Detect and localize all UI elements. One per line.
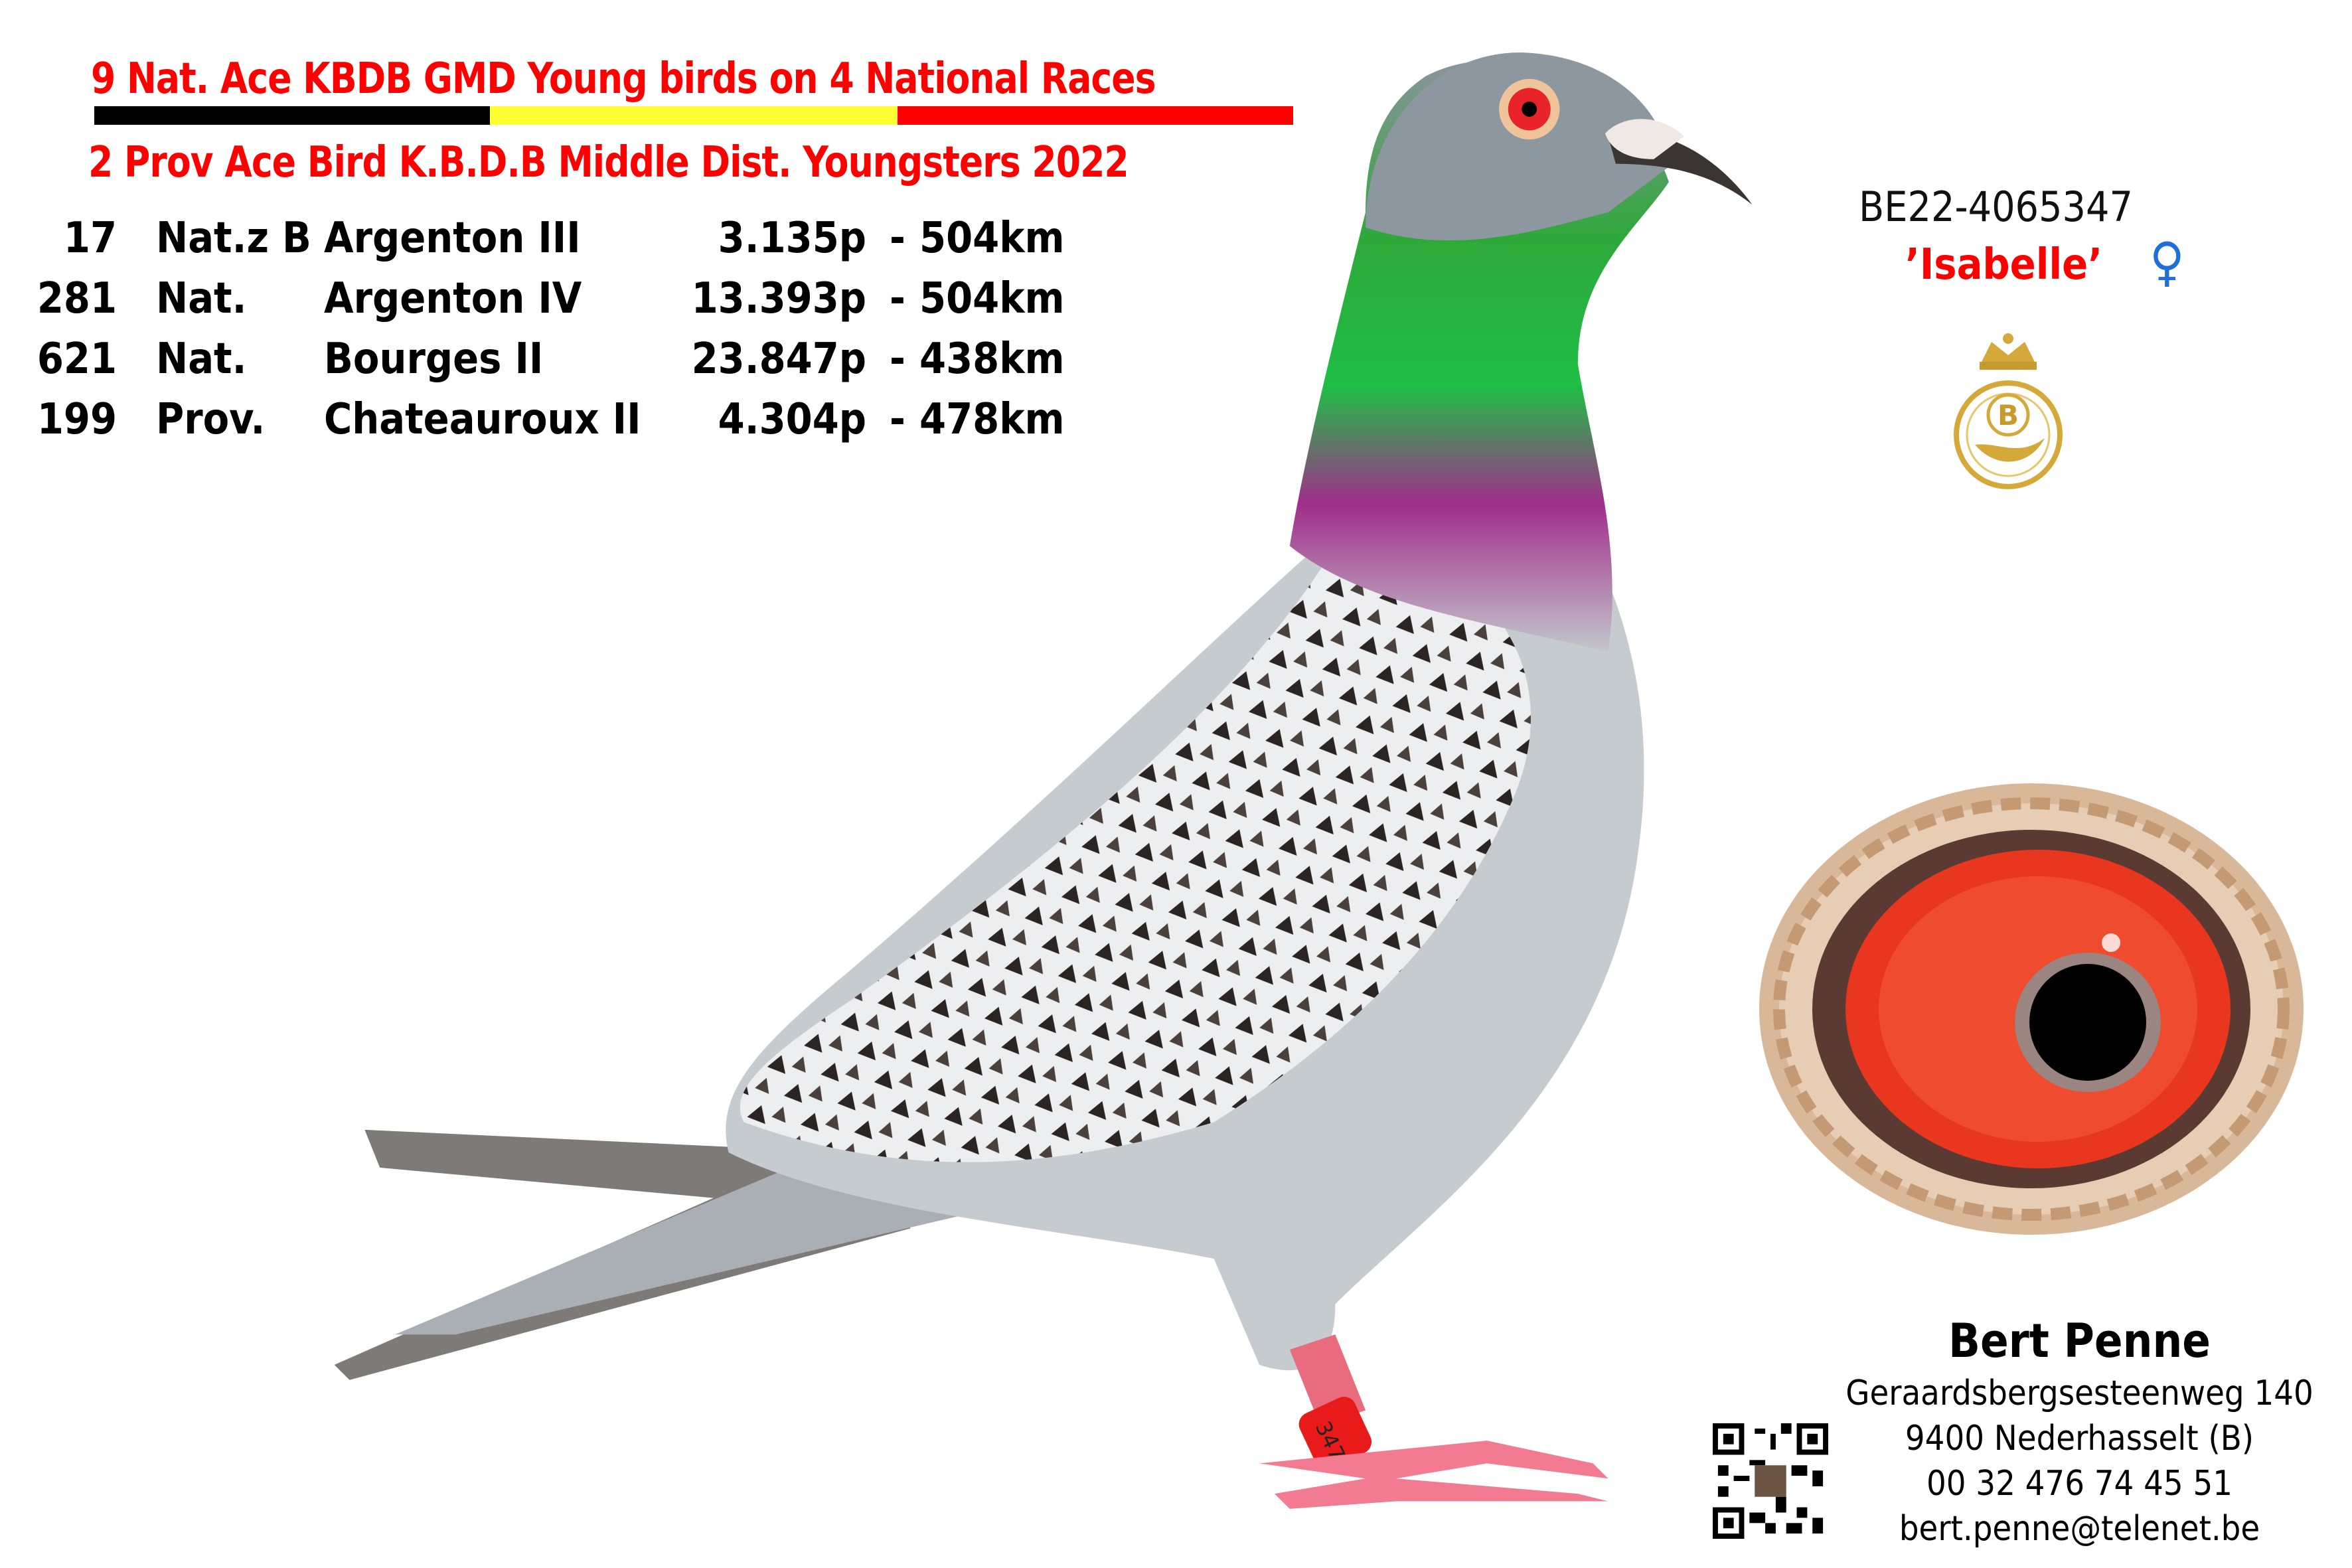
pigeon-wing bbox=[740, 546, 1531, 1162]
eye-closeup-photo bbox=[1759, 783, 2304, 1235]
rank: 281 bbox=[37, 274, 117, 323]
distance: 438km bbox=[919, 335, 1065, 384]
phone-number: 00 32 476 74 45 51 bbox=[1926, 1464, 2233, 1504]
address-city: 9400 Nederhasselt (B) bbox=[1905, 1419, 2254, 1458]
category: Nat. bbox=[156, 274, 247, 323]
points: 3.135p bbox=[718, 214, 866, 263]
qr-code[interactable] bbox=[1712, 1423, 1829, 1539]
dash: - bbox=[890, 274, 905, 323]
rank: 17 bbox=[63, 214, 117, 263]
pigeon-head bbox=[1366, 52, 1669, 241]
distance: 478km bbox=[919, 395, 1065, 444]
contact-block: Bert Penne Geraardsbergsesteenweg 140 94… bbox=[1806, 1311, 2352, 1551]
distance: 504km bbox=[919, 214, 1065, 263]
race: Argenton IV bbox=[324, 274, 582, 323]
result-row: 199 Prov. Chateauroux II 4.304p - 478km bbox=[0, 395, 1129, 448]
distance: 504km bbox=[919, 274, 1065, 323]
bird-name: ’Isabelle’ bbox=[1905, 240, 2103, 289]
leg-band bbox=[1298, 1396, 1372, 1470]
female-symbol-icon: ♀ bbox=[2150, 231, 2185, 293]
dash: - bbox=[890, 335, 905, 384]
result-row: 281 Nat. Argenton IV 13.393p - 504km bbox=[0, 274, 1129, 327]
points: 23.847p bbox=[691, 335, 866, 384]
category: Nat.z B bbox=[156, 214, 311, 263]
owner-name: Bert Penne bbox=[1948, 1314, 2211, 1368]
pigeon-feet bbox=[1259, 1441, 1608, 1509]
dash: - bbox=[890, 395, 905, 444]
category: Prov. bbox=[156, 395, 266, 444]
category: Nat. bbox=[156, 335, 247, 384]
headline-title: 9 Nat. Ace KBDB GMD Young birds on 4 Nat… bbox=[91, 54, 1156, 104]
result-row: 621 Nat. Bourges II 23.847p - 438km bbox=[0, 335, 1129, 388]
kbdb-crown-logo: B bbox=[1954, 333, 2063, 489]
headline-subtitle: 2 Prov Ace Bird K.B.D.B Middle Dist. You… bbox=[88, 138, 1129, 187]
points: 13.393p bbox=[691, 274, 866, 323]
email-address[interactable]: bert.penne@telenet.be bbox=[1899, 1509, 2260, 1549]
points: 4.304p bbox=[718, 395, 866, 444]
rank: 621 bbox=[37, 335, 117, 384]
ring-number: BE22-4065347 bbox=[1859, 183, 2133, 231]
address-street: Geraardsbergsesteenweg 140 bbox=[1845, 1373, 2313, 1413]
rank: 199 bbox=[37, 395, 117, 444]
race: Bourges II bbox=[324, 335, 544, 384]
race: Chateauroux II bbox=[324, 395, 641, 444]
dash: - bbox=[890, 214, 905, 263]
result-row: 17 Nat.z B Argenton III 3.135p - 504km bbox=[0, 214, 1129, 267]
belgian-flag-bar bbox=[94, 106, 1293, 125]
race: Argenton III bbox=[324, 214, 581, 263]
logo-letter: B bbox=[1998, 399, 2019, 431]
